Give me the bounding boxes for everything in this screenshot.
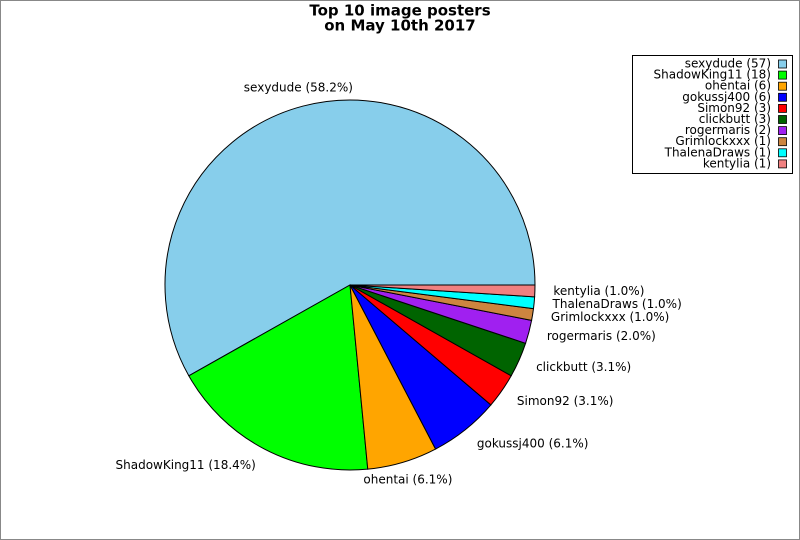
legend-swatch xyxy=(778,59,787,69)
slice-label: ShadowKing11 (18.4%) xyxy=(116,458,256,472)
legend-label: ohentai (6) xyxy=(705,79,771,93)
pie-slice xyxy=(164,99,536,377)
legend-swatch xyxy=(778,92,787,102)
legend-label: clickbutt (3) xyxy=(699,112,771,126)
legend-swatch xyxy=(778,104,787,113)
legend-swatch xyxy=(778,115,787,124)
slice-label: gokussj400 (6.1%) xyxy=(477,437,589,451)
legend-label: kentylia (1) xyxy=(703,156,771,170)
legend-swatch xyxy=(778,70,787,80)
pie-slice xyxy=(188,284,369,471)
legend-label: rogermaris (2) xyxy=(685,123,771,137)
legend-label: gokussj400 (6) xyxy=(682,90,771,104)
legend-label: Simon92 (3) xyxy=(697,101,771,115)
pie-slice xyxy=(349,284,536,298)
legend-label: sexydude (57) xyxy=(685,57,771,71)
slice-label: clickbutt (3.1%) xyxy=(536,360,631,374)
slice-label: rogermaris (2.0%) xyxy=(547,329,656,343)
legend-label: Grimlockxxx (1) xyxy=(675,134,771,148)
slice-label: sexydude (58.2%) xyxy=(244,81,353,95)
legend-box xyxy=(632,55,793,174)
legend-swatch xyxy=(778,126,787,135)
legend-swatch xyxy=(778,137,787,147)
legend-swatch xyxy=(778,159,787,169)
chart-title: Top 10 image posters xyxy=(309,2,490,20)
slice-label: ohentai (6.1%) xyxy=(363,473,452,487)
legend-label: ThalenaDraws (1) xyxy=(664,145,771,159)
chart-title: on May 10th 2017 xyxy=(324,17,476,35)
slice-label: Simon92 (3.1%) xyxy=(517,394,614,408)
legend-label: ShadowKing11 (18) xyxy=(654,68,772,82)
slice-label: Grimlockxxx (1.0%) xyxy=(551,310,669,324)
slice-label: kentylia (1.0%) xyxy=(553,284,644,298)
legend-swatch xyxy=(778,81,787,91)
legend-swatch xyxy=(778,148,787,158)
slice-label: ThalenaDraws (1.0%) xyxy=(552,297,682,311)
